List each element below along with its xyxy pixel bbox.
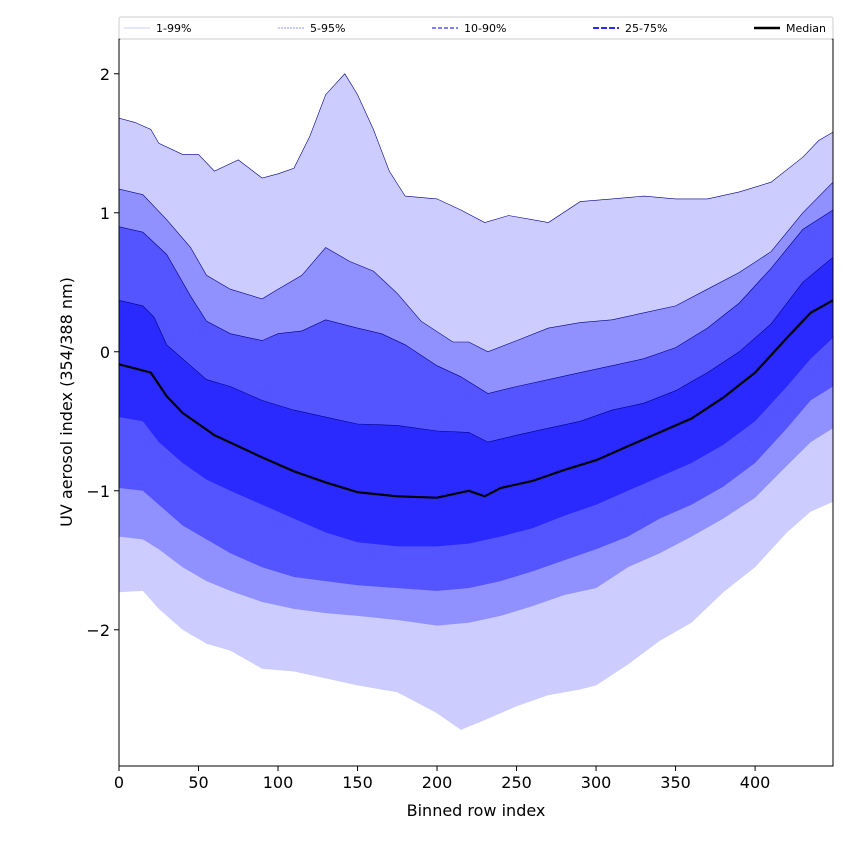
y-tick-label: −2 (86, 621, 110, 640)
x-tick-label: 250 (501, 773, 532, 792)
y-axis-label: UV aerosol index (354/388 nm) (57, 277, 76, 527)
band-upper-edge-25-75% (118, 256, 834, 443)
median-line (118, 299, 834, 499)
x-tick-label: 100 (263, 773, 294, 792)
x-axis: 0 50 100 150 200 250 300 350 400 (114, 766, 770, 792)
legend-label: 5-95% (310, 22, 345, 35)
x-tick-label: 50 (188, 773, 208, 792)
band-upper-edge-1-99% (118, 73, 834, 223)
legend: 1-99% 5-95% 10-90% 25-75% Median (118, 16, 834, 40)
legend-label: Median (786, 22, 826, 35)
legend-label: 25-75% (625, 22, 667, 35)
percentile-bands (118, 73, 834, 730)
y-tick-label: 1 (100, 204, 110, 223)
x-tick-label: 200 (422, 773, 453, 792)
legend-label: 1-99% (156, 22, 191, 35)
x-tick-label: 400 (740, 773, 771, 792)
y-tick-label: 0 (100, 343, 110, 362)
band-25-75% (119, 257, 833, 547)
y-tick-label: 2 (100, 65, 110, 84)
x-tick-label: 300 (581, 773, 612, 792)
x-tick-label: 0 (114, 773, 124, 792)
x-tick-label: 150 (342, 773, 373, 792)
median-series (118, 299, 834, 499)
y-tick-label: −1 (86, 482, 110, 501)
x-tick-label: 350 (660, 773, 691, 792)
y-axis: −2 −1 0 1 2 (86, 65, 119, 640)
x-axis-label: Binned row index (407, 801, 546, 820)
band-upper-edge-10-90% (118, 209, 834, 394)
legend-box (118, 16, 834, 40)
band-upper-edge-5-95% (118, 181, 834, 353)
legend-label: 10-90% (464, 22, 506, 35)
